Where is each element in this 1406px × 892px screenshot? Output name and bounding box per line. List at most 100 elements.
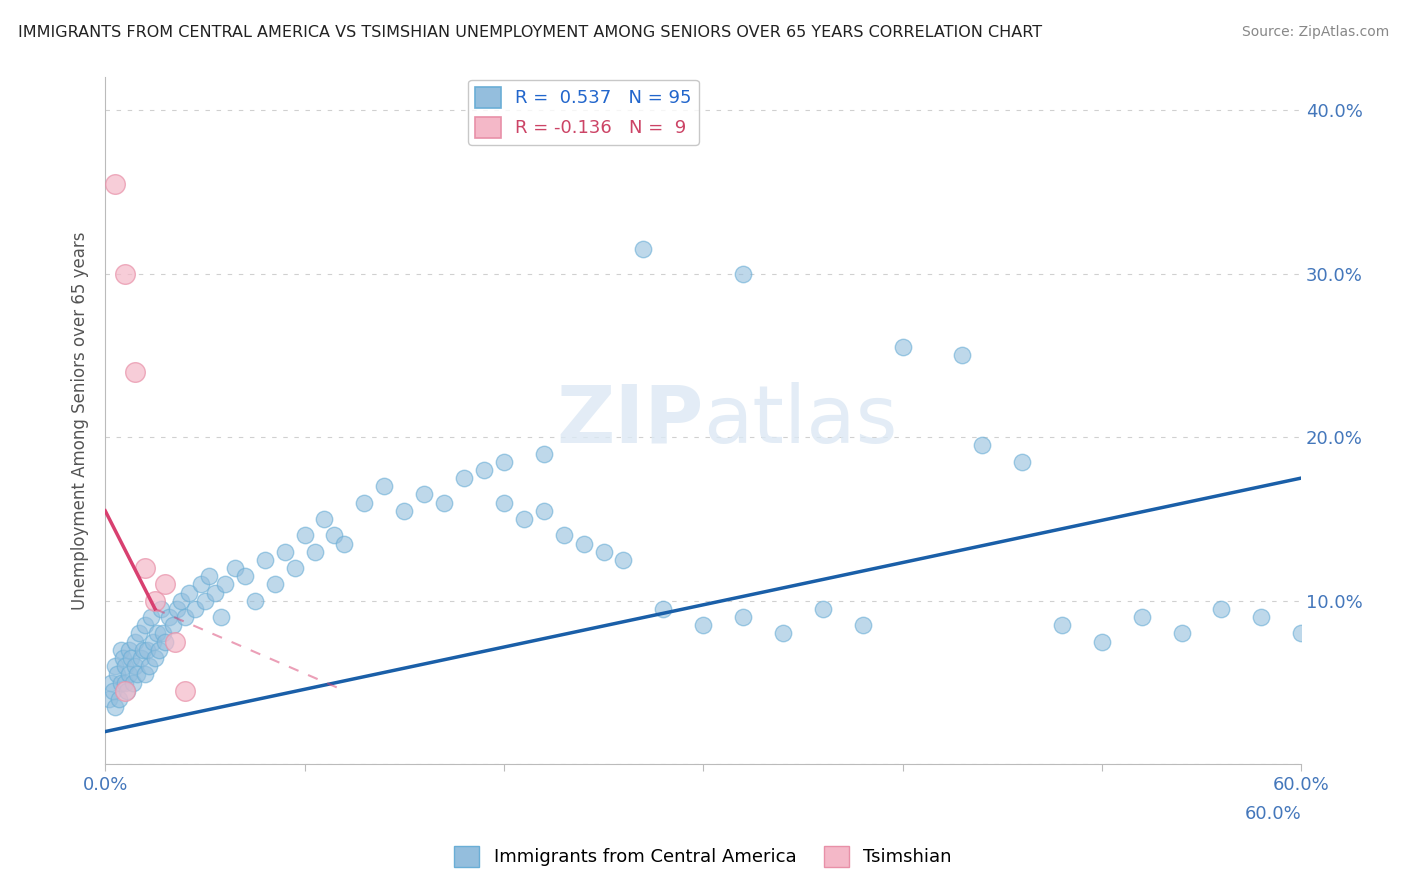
Text: Source: ZipAtlas.com: Source: ZipAtlas.com (1241, 25, 1389, 39)
Point (950, 348, 973, 362)
Point (1130, 610, 1153, 624)
Point (120, 651, 142, 665)
Point (153, 634, 176, 648)
Point (373, 479, 395, 493)
Point (104, 659, 127, 673)
Point (134, 618, 156, 632)
Point (633, 242, 655, 256)
Legend: R =  0.537   N = 95, R = -0.136   N =  9: R = 0.537 N = 95, R = -0.136 N = 9 (468, 79, 699, 145)
Point (104, 177, 127, 191)
Point (323, 528, 346, 542)
Point (162, 618, 184, 632)
Text: atlas: atlas (703, 382, 897, 460)
Point (114, 683, 136, 698)
Point (132, 642, 155, 657)
Point (612, 553, 634, 567)
Point (304, 544, 326, 558)
Point (731, 267, 754, 281)
Point (136, 642, 159, 657)
Point (1250, 610, 1272, 624)
Point (731, 610, 754, 624)
Point (492, 495, 515, 509)
Point (128, 626, 150, 640)
Point (224, 561, 246, 575)
Point (692, 618, 714, 632)
Point (533, 446, 555, 460)
Point (233, 569, 256, 583)
Point (204, 585, 226, 599)
Point (492, 455, 515, 469)
Point (163, 634, 186, 648)
Point (472, 463, 495, 477)
Point (392, 504, 415, 518)
Text: ZIP: ZIP (555, 382, 703, 460)
Point (1011, 455, 1033, 469)
Text: IMMIGRANTS FROM CENTRAL AMERICA VS TSIMSHIAN UNEMPLOYMENT AMONG SENIORS OVER 65 : IMMIGRANTS FROM CENTRAL AMERICA VS TSIMS… (18, 25, 1042, 40)
Point (146, 626, 169, 640)
Point (134, 667, 156, 681)
Point (513, 512, 536, 526)
Point (1091, 634, 1114, 648)
Point (891, 340, 914, 354)
Point (772, 626, 794, 640)
Point (134, 561, 156, 575)
Point (124, 365, 146, 379)
Point (333, 536, 356, 550)
Point (253, 553, 276, 567)
Point (114, 267, 136, 281)
Point (108, 691, 131, 706)
Y-axis label: Unemployment Among Seniors over 65 years: Unemployment Among Seniors over 65 years (72, 232, 89, 610)
Point (314, 512, 336, 526)
Point (153, 577, 176, 591)
Point (190, 577, 212, 591)
Point (553, 528, 575, 542)
Point (273, 544, 295, 558)
Point (243, 593, 266, 607)
Point (652, 602, 675, 616)
Point (143, 651, 166, 665)
Point (115, 683, 138, 698)
Point (110, 642, 132, 657)
Point (129, 651, 152, 665)
Point (124, 659, 146, 673)
Point (174, 610, 197, 624)
Point (98, 691, 121, 706)
Point (433, 495, 456, 509)
Point (177, 585, 200, 599)
Point (284, 561, 307, 575)
Point (1211, 602, 1233, 616)
Point (572, 536, 595, 550)
Point (533, 504, 555, 518)
Point (413, 487, 436, 501)
Point (104, 700, 127, 714)
Point (122, 675, 145, 690)
Point (114, 675, 136, 690)
Text: 60.0%: 60.0% (1244, 805, 1301, 823)
Point (174, 683, 197, 698)
Point (166, 602, 188, 616)
Point (138, 659, 160, 673)
Point (143, 593, 166, 607)
Point (110, 675, 132, 690)
Point (184, 602, 207, 616)
Point (118, 642, 141, 657)
Point (263, 577, 285, 591)
Point (214, 577, 236, 591)
Point (170, 593, 193, 607)
Point (103, 683, 125, 698)
Point (100, 675, 122, 690)
Point (105, 667, 128, 681)
Point (811, 602, 834, 616)
Point (353, 495, 375, 509)
Legend: Immigrants from Central America, Tsimshian: Immigrants from Central America, Tsimshi… (447, 838, 959, 874)
Point (1170, 626, 1192, 640)
Point (157, 610, 180, 624)
Point (152, 626, 174, 640)
Point (148, 642, 170, 657)
Point (852, 618, 875, 632)
Point (209, 610, 232, 624)
Point (124, 634, 146, 648)
Point (112, 651, 135, 665)
Point (294, 528, 316, 542)
Point (453, 471, 475, 485)
